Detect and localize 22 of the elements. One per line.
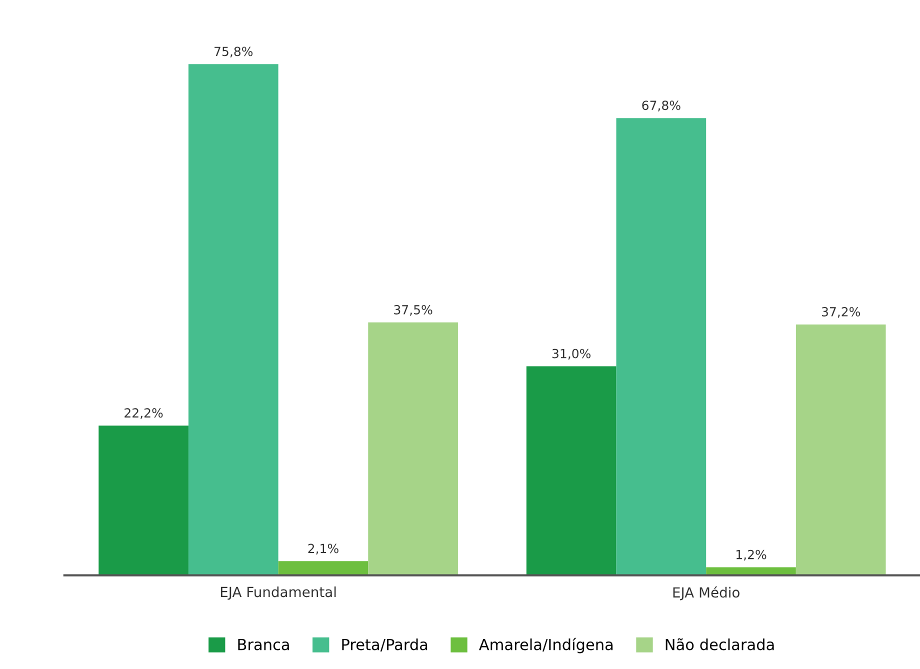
- bar: [616, 118, 706, 576]
- bar: [526, 366, 616, 576]
- x-tick-label: EJA Fundamental: [220, 586, 336, 600]
- legend-label: Não declarada: [666, 638, 774, 650]
- data-label: 75,8%: [214, 46, 253, 58]
- bar: [706, 567, 796, 576]
- bar: [278, 561, 368, 576]
- bar: [368, 322, 458, 576]
- data-label: 37,5%: [394, 304, 432, 316]
- bar: [98, 426, 188, 576]
- data-label: 2,1%: [308, 544, 338, 554]
- legend-label: Preta/Parda: [342, 638, 428, 652]
- data-label: 1,2%: [736, 550, 766, 561]
- data-label: 31,0%: [552, 348, 591, 360]
- x-tick-label: EJA Médio: [673, 586, 740, 600]
- legend-label: Branca: [238, 638, 289, 650]
- data-label: 37,2%: [822, 307, 860, 318]
- data-label: 22,2%: [124, 408, 163, 419]
- bar: [188, 64, 278, 576]
- data-label: 67,8%: [642, 100, 680, 112]
- bar: [796, 324, 886, 576]
- legend-label: Amarela/Indígena: [479, 638, 613, 654]
